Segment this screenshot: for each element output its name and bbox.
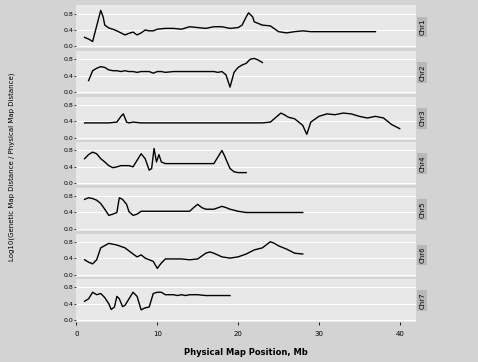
Text: Chr3: Chr3 (419, 110, 425, 126)
Text: Chr1: Chr1 (419, 18, 425, 35)
Text: Physical Map Position, Mb: Physical Map Position, Mb (185, 348, 308, 357)
Text: Chr2: Chr2 (419, 64, 425, 81)
Text: Chr7: Chr7 (419, 292, 425, 309)
Text: Log10(Genetic Map Distance / Physical Map Distance): Log10(Genetic Map Distance / Physical Ma… (9, 72, 15, 261)
Text: Chr4: Chr4 (419, 156, 425, 172)
Text: Chr6: Chr6 (419, 247, 425, 264)
Text: Chr5: Chr5 (419, 201, 425, 218)
